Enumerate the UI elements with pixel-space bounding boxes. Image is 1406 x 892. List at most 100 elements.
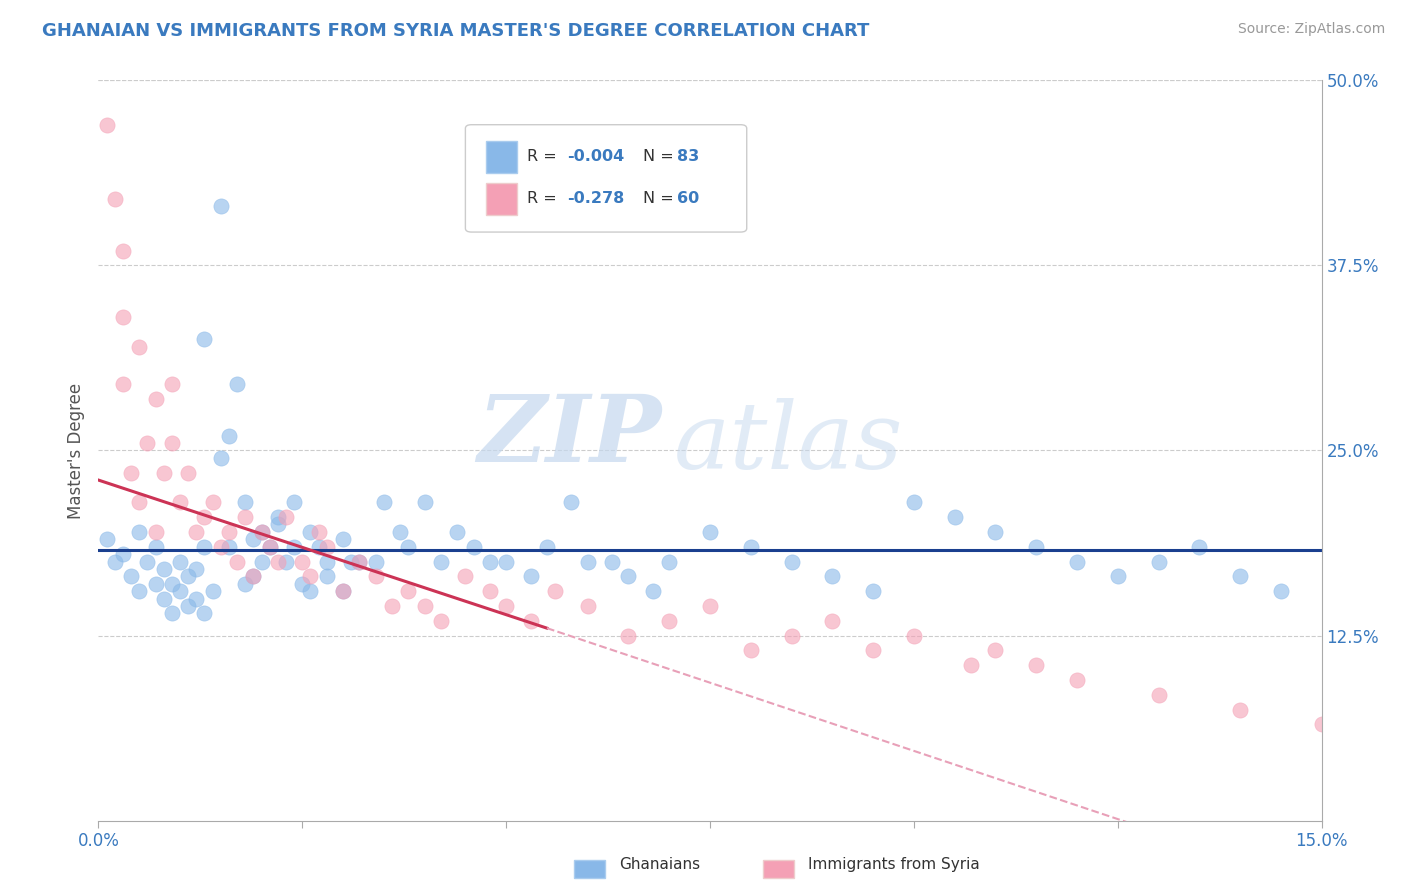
Point xyxy=(120,569,142,583)
Text: atlas: atlas xyxy=(673,398,903,488)
Point xyxy=(128,584,150,599)
Point xyxy=(169,554,191,569)
Point xyxy=(136,436,159,450)
Point xyxy=(332,584,354,599)
Text: Source: ZipAtlas.com: Source: ZipAtlas.com xyxy=(1237,22,1385,37)
Point xyxy=(617,628,640,642)
Point xyxy=(641,584,664,599)
Point xyxy=(120,466,142,480)
Point xyxy=(152,591,174,606)
Point xyxy=(413,599,436,613)
Point xyxy=(152,562,174,576)
Point xyxy=(193,510,215,524)
Point xyxy=(1147,554,1170,569)
Point xyxy=(984,524,1007,539)
Point xyxy=(250,524,273,539)
Text: Immigrants from Syria: Immigrants from Syria xyxy=(808,857,980,872)
Text: 60: 60 xyxy=(678,191,699,206)
Point xyxy=(478,554,501,569)
Point xyxy=(160,376,183,391)
Point xyxy=(104,554,127,569)
Point xyxy=(152,466,174,480)
Point xyxy=(96,118,118,132)
Text: R =: R = xyxy=(526,149,561,164)
Point xyxy=(1107,569,1129,583)
Point xyxy=(233,576,256,591)
Point xyxy=(160,607,183,621)
Point xyxy=(943,510,966,524)
Point xyxy=(136,554,159,569)
Point xyxy=(364,569,387,583)
Point xyxy=(617,569,640,583)
Point xyxy=(177,466,200,480)
Text: N =: N = xyxy=(643,149,679,164)
Point xyxy=(600,554,623,569)
Point xyxy=(396,584,419,599)
Point xyxy=(821,614,844,628)
Point xyxy=(903,495,925,509)
Text: R =: R = xyxy=(526,191,561,206)
Point xyxy=(349,554,371,569)
Point xyxy=(226,376,249,391)
Point xyxy=(299,584,322,599)
Point xyxy=(160,436,183,450)
Point xyxy=(1147,688,1170,702)
Point xyxy=(463,540,485,554)
Point xyxy=(274,510,297,524)
Point xyxy=(699,599,721,613)
Point xyxy=(111,547,134,561)
Point xyxy=(495,599,517,613)
Point xyxy=(349,554,371,569)
Point xyxy=(145,392,167,406)
Point xyxy=(389,524,412,539)
Point xyxy=(104,192,127,206)
Point xyxy=(111,376,134,391)
Point xyxy=(373,495,395,509)
Bar xyxy=(486,141,517,173)
Point xyxy=(1270,584,1292,599)
Point xyxy=(1025,658,1047,673)
Bar xyxy=(486,183,517,215)
Point xyxy=(145,576,167,591)
Point xyxy=(960,658,983,673)
Point xyxy=(250,524,273,539)
Point xyxy=(209,540,232,554)
Point xyxy=(544,584,567,599)
Point xyxy=(576,554,599,569)
Text: -0.004: -0.004 xyxy=(567,149,624,164)
Point xyxy=(315,569,337,583)
Point xyxy=(478,584,501,599)
Point xyxy=(315,540,337,554)
Point xyxy=(862,584,884,599)
Text: 83: 83 xyxy=(678,149,699,164)
Point xyxy=(1188,540,1211,554)
FancyBboxPatch shape xyxy=(465,125,747,232)
Point xyxy=(862,643,884,657)
Point xyxy=(430,554,453,569)
Point xyxy=(740,540,762,554)
Point xyxy=(267,554,290,569)
Point xyxy=(454,569,477,583)
Point xyxy=(177,569,200,583)
Point xyxy=(536,540,558,554)
Point xyxy=(259,540,281,554)
Point xyxy=(128,495,150,509)
Point xyxy=(658,554,681,569)
Text: Ghanaians: Ghanaians xyxy=(619,857,700,872)
Text: N =: N = xyxy=(643,191,679,206)
Point xyxy=(396,540,419,554)
Point xyxy=(903,628,925,642)
Point xyxy=(111,310,134,325)
Point xyxy=(128,340,150,354)
Point xyxy=(267,517,290,532)
Point xyxy=(413,495,436,509)
Point xyxy=(218,524,240,539)
Point xyxy=(111,244,134,258)
Point xyxy=(145,524,167,539)
Point xyxy=(267,510,290,524)
Point xyxy=(201,495,224,509)
Point xyxy=(381,599,404,613)
Point xyxy=(233,510,256,524)
Point xyxy=(259,540,281,554)
Point xyxy=(560,495,582,509)
